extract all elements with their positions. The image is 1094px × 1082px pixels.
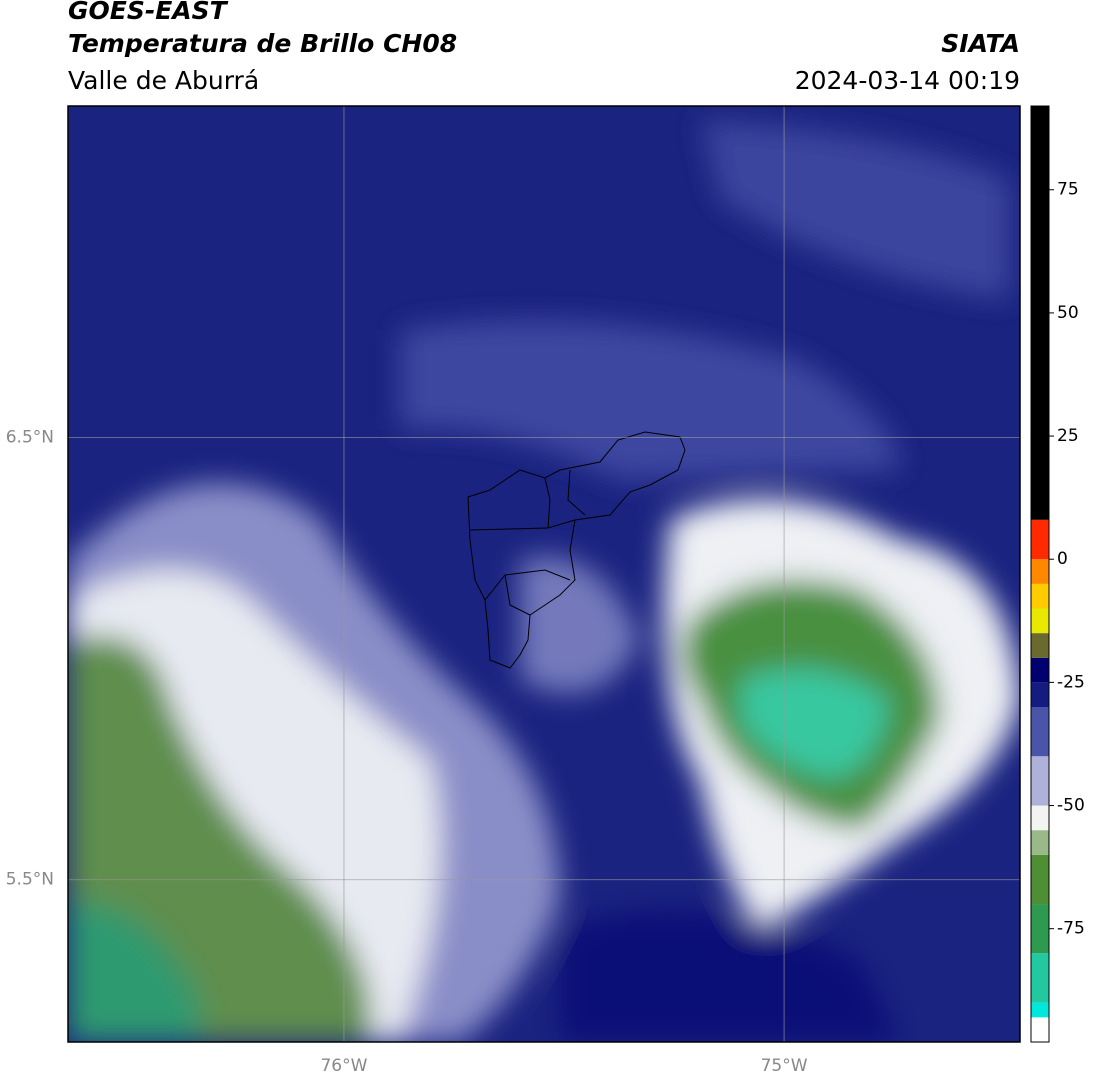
colorbar-tick-label: -50: [1057, 796, 1085, 816]
lon-label: 76°W: [320, 1056, 367, 1076]
colorbar-tick-label: 75: [1057, 180, 1079, 200]
satellite-image: [68, 106, 1020, 1042]
lat-label: 5.5°N: [6, 870, 54, 890]
colorbar-segment: [1031, 953, 1049, 1003]
colorbar-tick-label: 50: [1057, 303, 1079, 323]
colorbar-segment: [1031, 854, 1049, 905]
map-frame: [67, 105, 1021, 1043]
graticule: 76°W 75°W 6.5°N 5.5°N: [6, 106, 1020, 1076]
colorbar-segment: [1031, 657, 1049, 683]
colorbar-segment: [1031, 805, 1049, 831]
colorbar-segment: [1031, 682, 1049, 708]
colorbar-segment: [1031, 830, 1049, 855]
datetime: 2024-03-14 00:19: [795, 66, 1020, 95]
valley-outline: [467, 431, 686, 669]
colorbar-segment: [1031, 707, 1049, 757]
lat-label: 6.5°N: [6, 428, 54, 448]
colorbar-segment: [1031, 1002, 1049, 1018]
region: Valle de Aburrá: [68, 66, 259, 95]
colorbar-segment: [1031, 519, 1049, 560]
colorbar-segment: [1031, 633, 1049, 658]
colorbar-tick-label: 0: [1057, 549, 1068, 569]
colorbar-segment: [1031, 608, 1049, 634]
colorbar-tick-label: -75: [1057, 919, 1085, 939]
colorbar-frame: [1030, 105, 1050, 1043]
colorbar-segment: [1031, 756, 1049, 806]
colorbar-segment: [1031, 583, 1049, 609]
colorbar-tick-label: 25: [1057, 426, 1079, 446]
colorbar-segment: [1031, 1017, 1049, 1042]
title: GOES-EAST: [68, 0, 229, 25]
lon-label: 75°W: [761, 1056, 808, 1076]
colorbar-tick-label: -25: [1057, 672, 1085, 692]
colorbar-segment: [1031, 904, 1049, 954]
subtitle: Temperatura de Brillo CH08: [68, 29, 457, 58]
colorbar: -75 -50 -25 0 25 50 75: [1030, 105, 1085, 1043]
colorbar-segment: [1031, 106, 1049, 520]
colorbar-segment: [1031, 559, 1049, 584]
source: SIATA: [941, 29, 1020, 58]
